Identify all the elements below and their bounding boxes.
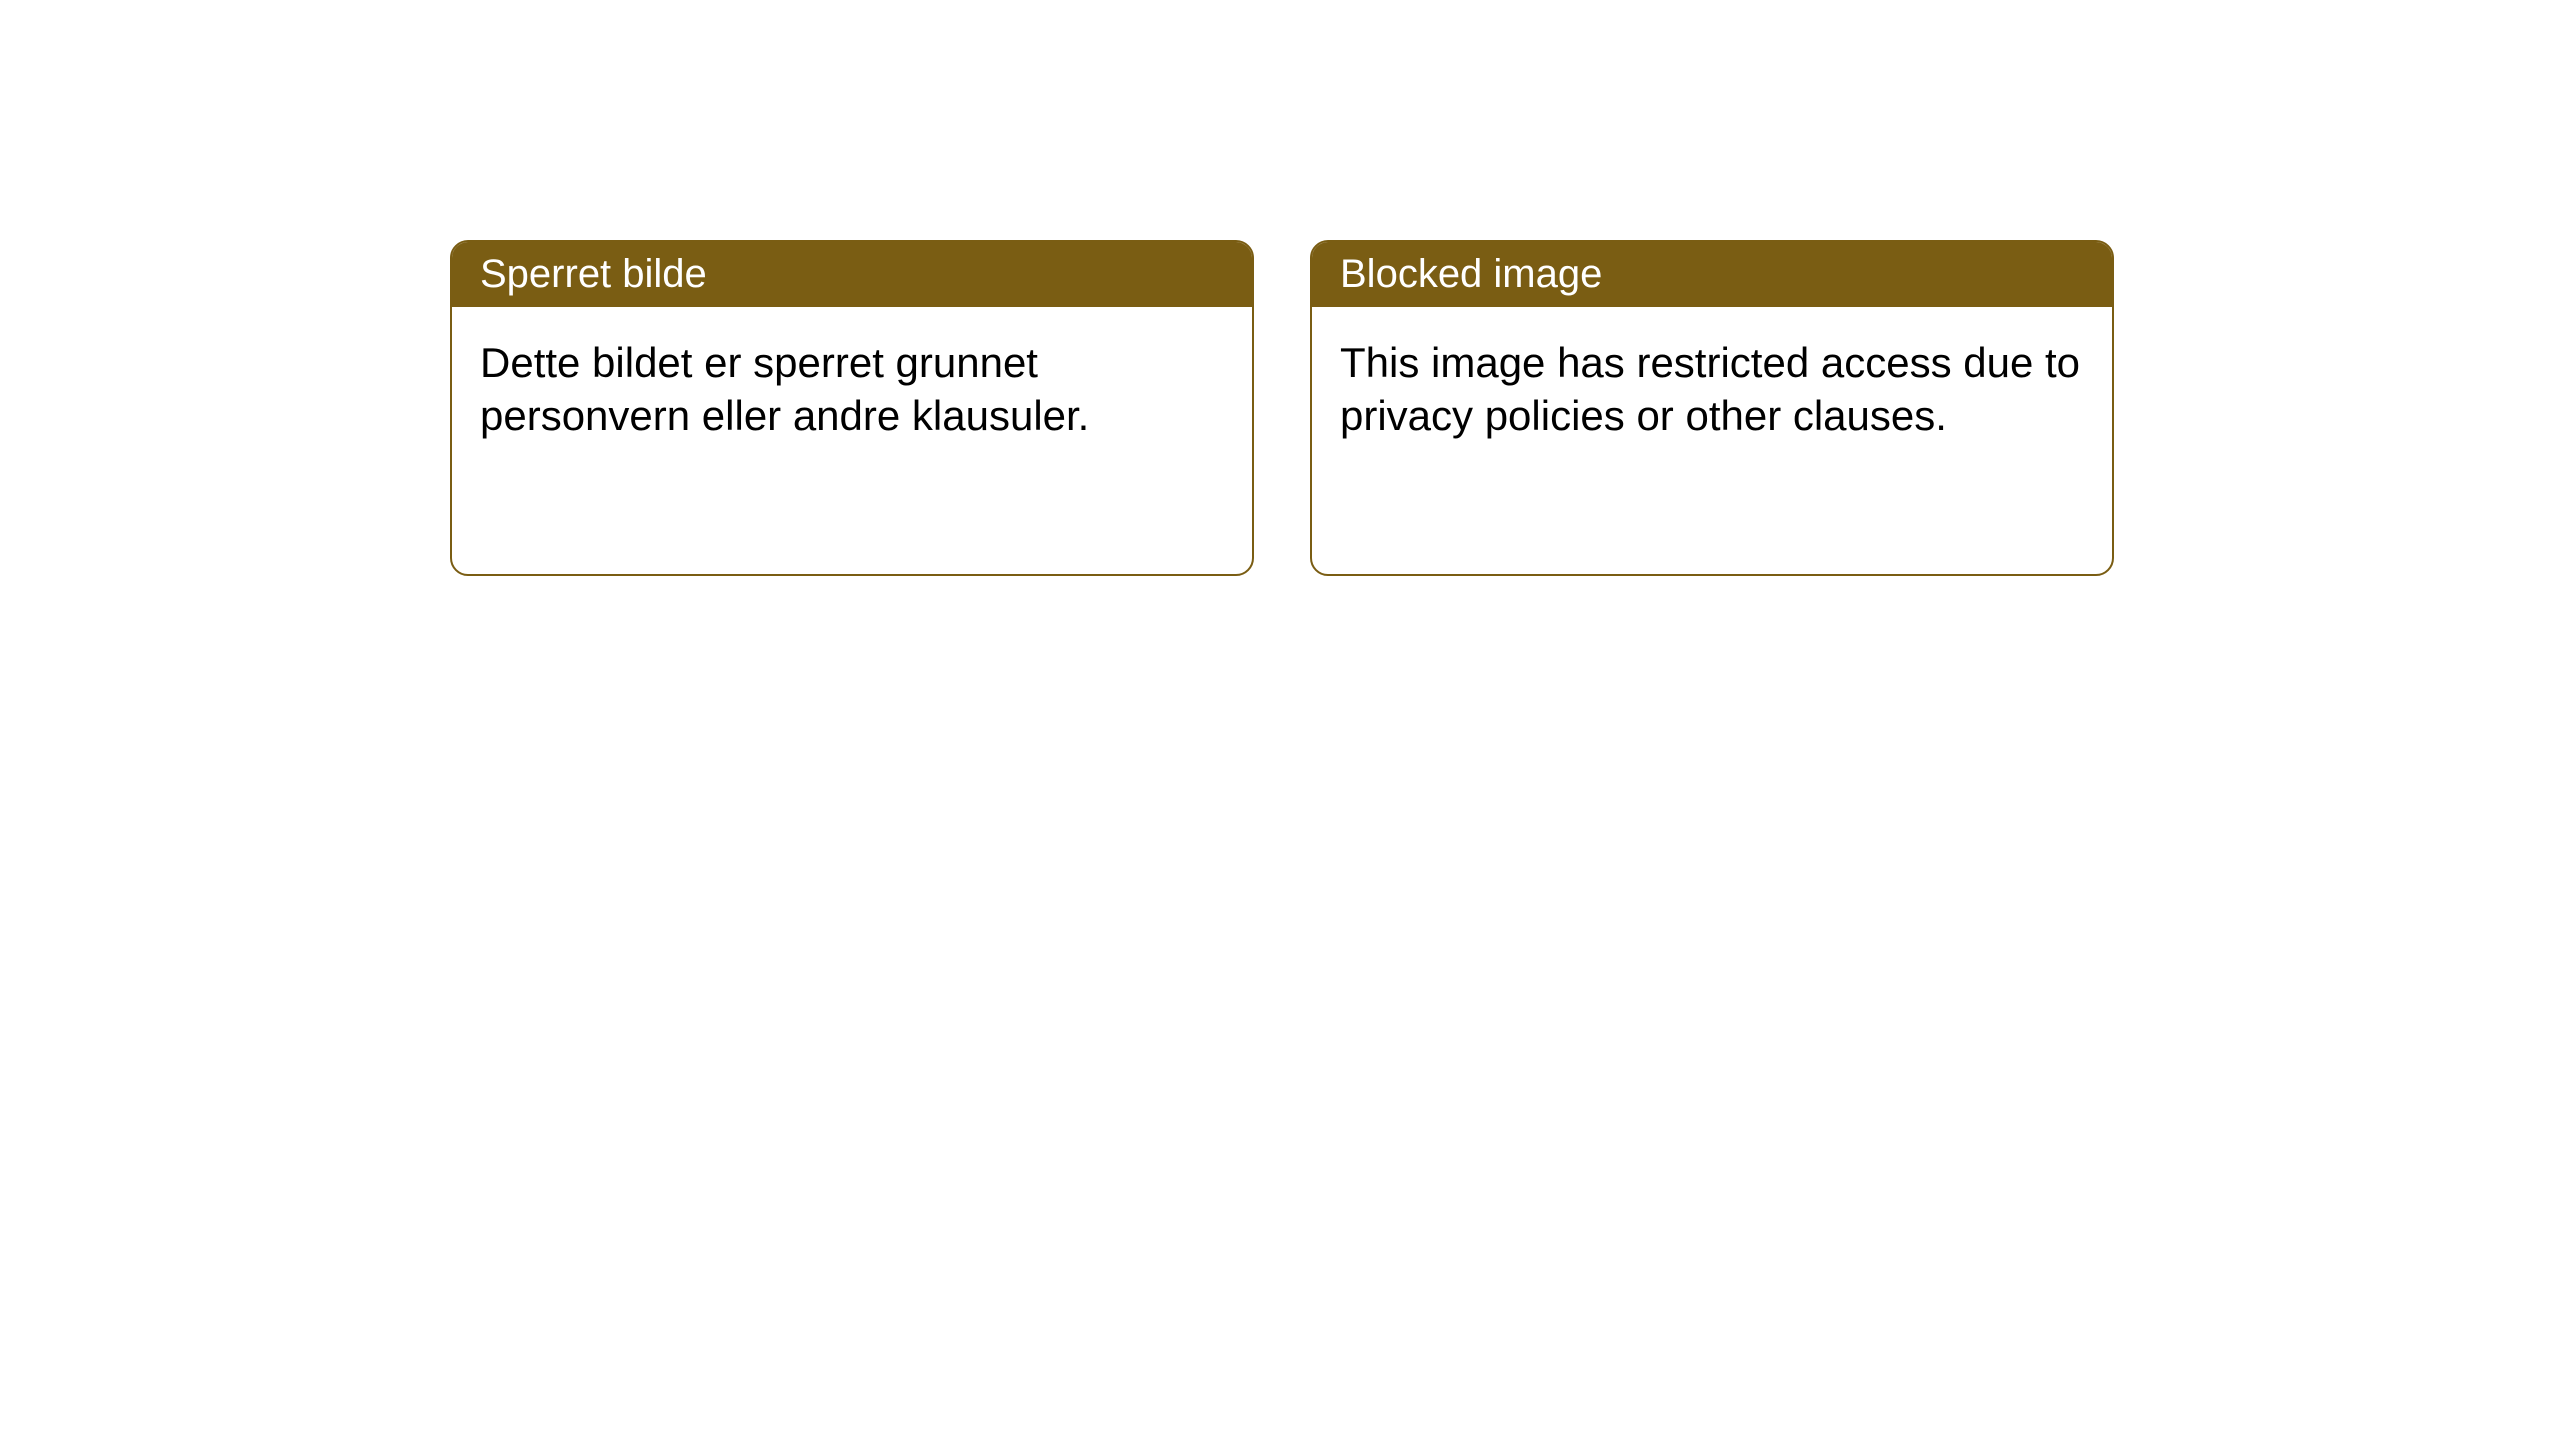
card-header: Blocked image — [1312, 242, 2112, 307]
blocked-image-card-english: Blocked image This image has restricted … — [1310, 240, 2114, 576]
card-title: Blocked image — [1340, 252, 1602, 296]
card-body: This image has restricted access due to … — [1312, 307, 2112, 472]
card-body: Dette bildet er sperret grunnet personve… — [452, 307, 1252, 472]
card-header: Sperret bilde — [452, 242, 1252, 307]
cards-container: Sperret bilde Dette bildet er sperret gr… — [450, 240, 2114, 576]
card-title: Sperret bilde — [480, 252, 707, 296]
blocked-image-card-norwegian: Sperret bilde Dette bildet er sperret gr… — [450, 240, 1254, 576]
card-body-text: Dette bildet er sperret grunnet personve… — [480, 339, 1089, 439]
card-body-text: This image has restricted access due to … — [1340, 339, 2080, 439]
